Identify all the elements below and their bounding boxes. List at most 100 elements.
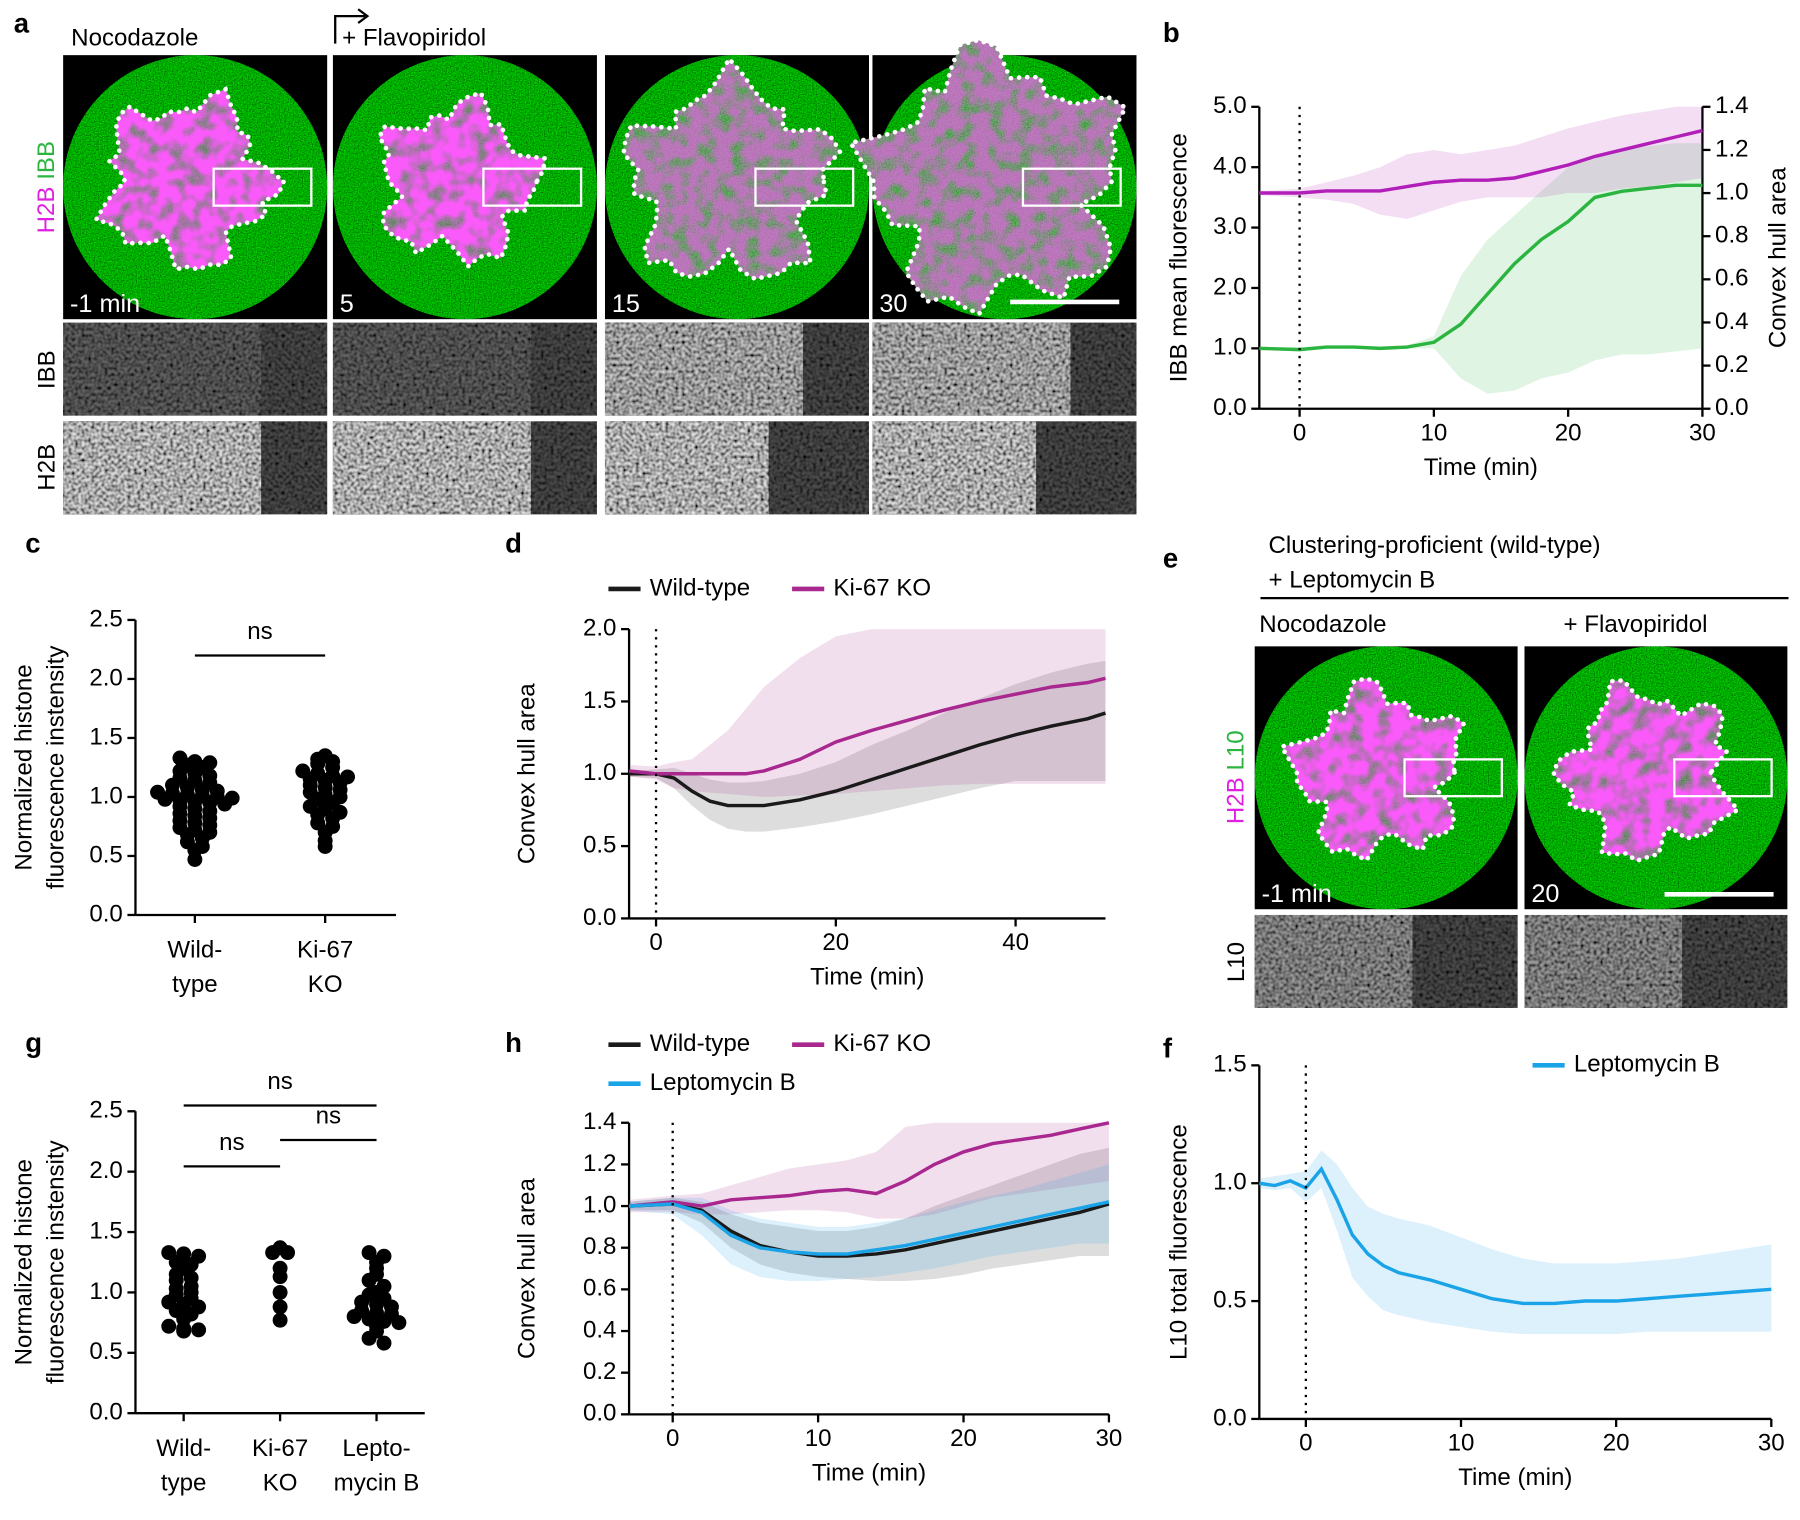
series-line [628, 1121, 1110, 1208]
significance-label: ns [219, 1129, 244, 1156]
zoom-signal [530, 322, 597, 416]
zoom-signal [261, 322, 328, 416]
time-label: -1 min [70, 290, 140, 318]
panel-letter: d [505, 528, 522, 559]
outline [1550, 677, 1742, 864]
condition-label: + Flavopiridol [342, 24, 486, 51]
zoom-signal [261, 421, 328, 515]
zoom-signal [1524, 914, 1683, 1008]
y-axis-label: Convex hull area [513, 1178, 540, 1359]
x-tick-label: 0 [1293, 419, 1306, 446]
x-tick-label: 30 [1689, 419, 1716, 446]
data-point [265, 1245, 281, 1261]
y-tick-label: 0.0 [1213, 394, 1247, 421]
data-point [280, 1245, 296, 1261]
zoom-box [1021, 167, 1122, 207]
zoom-signal [1070, 322, 1137, 416]
data-point [272, 1269, 288, 1285]
panel-letter: c [25, 528, 40, 559]
error-band [629, 1147, 1109, 1282]
data-point [161, 1318, 177, 1334]
row-label: H2B [34, 444, 61, 491]
zoom-signal [604, 322, 803, 416]
y-tick-label: 1.5 [89, 1217, 123, 1244]
outline [376, 90, 548, 270]
time-label: 30 [879, 290, 907, 318]
y-tick-label: 0.6 [1715, 265, 1749, 292]
y-tick-label: 0.2 [1715, 351, 1749, 378]
x-tick-label-line: Wild- [156, 1435, 211, 1462]
error-band [1259, 1150, 1772, 1335]
y-tick-label: 2.0 [1213, 273, 1247, 300]
zoom-signal [332, 322, 531, 416]
x-tick-label: 20 [1555, 419, 1582, 446]
y-tick-label: 1.0 [583, 759, 617, 786]
y-tick-label: 1.2 [1715, 135, 1749, 162]
x-tick-label: Lepto-mycin B [334, 1435, 420, 1496]
y-tick-label: 1.0 [583, 1191, 617, 1218]
y-tick-label: 0.5 [89, 1338, 123, 1365]
x-tick-label: 10 [805, 1425, 832, 1452]
panel-letter: e [1163, 543, 1178, 574]
y-tick-label: 2.5 [89, 605, 123, 632]
y-tick-label: 2.0 [583, 614, 617, 641]
row-label: IBB [34, 350, 61, 389]
zoom-signal [1682, 914, 1788, 1008]
x-axis-label: Time (min) [810, 963, 924, 990]
y-tick-label: 1.4 [1715, 92, 1749, 119]
y-axis-label: Convex hull area [513, 683, 540, 864]
outline [847, 37, 1129, 317]
zoom-box [1673, 758, 1773, 798]
x-tick-label: 40 [1002, 929, 1029, 956]
chromosome-mass [1281, 678, 1464, 861]
series-line [1259, 1165, 1772, 1306]
zoom-box [212, 167, 313, 207]
y-tick-label: 4.0 [1213, 153, 1247, 180]
condition-label: + Flavopiridol [1564, 611, 1708, 638]
error-band [629, 629, 1106, 797]
y-tick-label: 0.5 [583, 831, 617, 858]
condition-label: Nocodazole [71, 24, 198, 51]
outline [1278, 675, 1467, 864]
time-label: -1 min [1262, 880, 1332, 908]
zoom-signal [768, 421, 870, 515]
x-tick-label: Ki-67 KO [297, 937, 353, 998]
y-tick-label: 1.0 [89, 782, 123, 809]
x-tick-label: 0 [666, 1425, 679, 1452]
y-tick-label: 1.0 [1213, 334, 1247, 361]
chromosome-mass [623, 58, 841, 280]
x-tick-label: Wild-type [156, 1435, 211, 1496]
significance-label: ns [247, 618, 272, 645]
y-axis-label-line: fluorescence instensity [43, 646, 70, 890]
data-point [217, 796, 233, 812]
y-axis-label: Normalized histone fluorescence instensit… [11, 1140, 70, 1384]
significance-label: ns [267, 1068, 292, 1095]
stain-ibb: IBB [34, 141, 61, 180]
y-tick-label: 0.4 [583, 1316, 617, 1343]
y-tick-label: 1.4 [583, 1108, 617, 1135]
x-tick-label: 0 [649, 929, 662, 956]
zoom-box [754, 167, 855, 207]
x-tick-label: 20 [950, 1425, 977, 1452]
zoom-signal [802, 322, 870, 416]
panel-letter: h [505, 1027, 522, 1058]
zoom-signal [1412, 914, 1518, 1008]
x-tick-label-line: Wild- [167, 937, 222, 964]
data-point [272, 1284, 288, 1300]
legend-label: Ki-67 KO [833, 574, 931, 601]
x-tick-label: Wild-type [167, 937, 222, 998]
data-point [376, 1335, 392, 1351]
legend-label: Wild-type [650, 1030, 750, 1057]
y-axis-label: IBB mean fluorescence [1165, 133, 1192, 382]
y-tick-label: 0.0 [583, 1400, 617, 1427]
y-axis-label: Normalized histone fluorescence instensit… [11, 646, 70, 890]
y-tick-label: 0.0 [1715, 394, 1749, 421]
y-axis-label: L10 total fluorescence [1165, 1124, 1192, 1360]
panel-letter: g [25, 1027, 42, 1058]
legend-label: Wild-type [650, 574, 750, 601]
panel-letter: f [1163, 1033, 1173, 1064]
data-point [272, 1299, 288, 1315]
error-band [1259, 143, 1703, 394]
y-tick-label: 3.0 [1213, 213, 1247, 240]
error-band [629, 1122, 1109, 1219]
